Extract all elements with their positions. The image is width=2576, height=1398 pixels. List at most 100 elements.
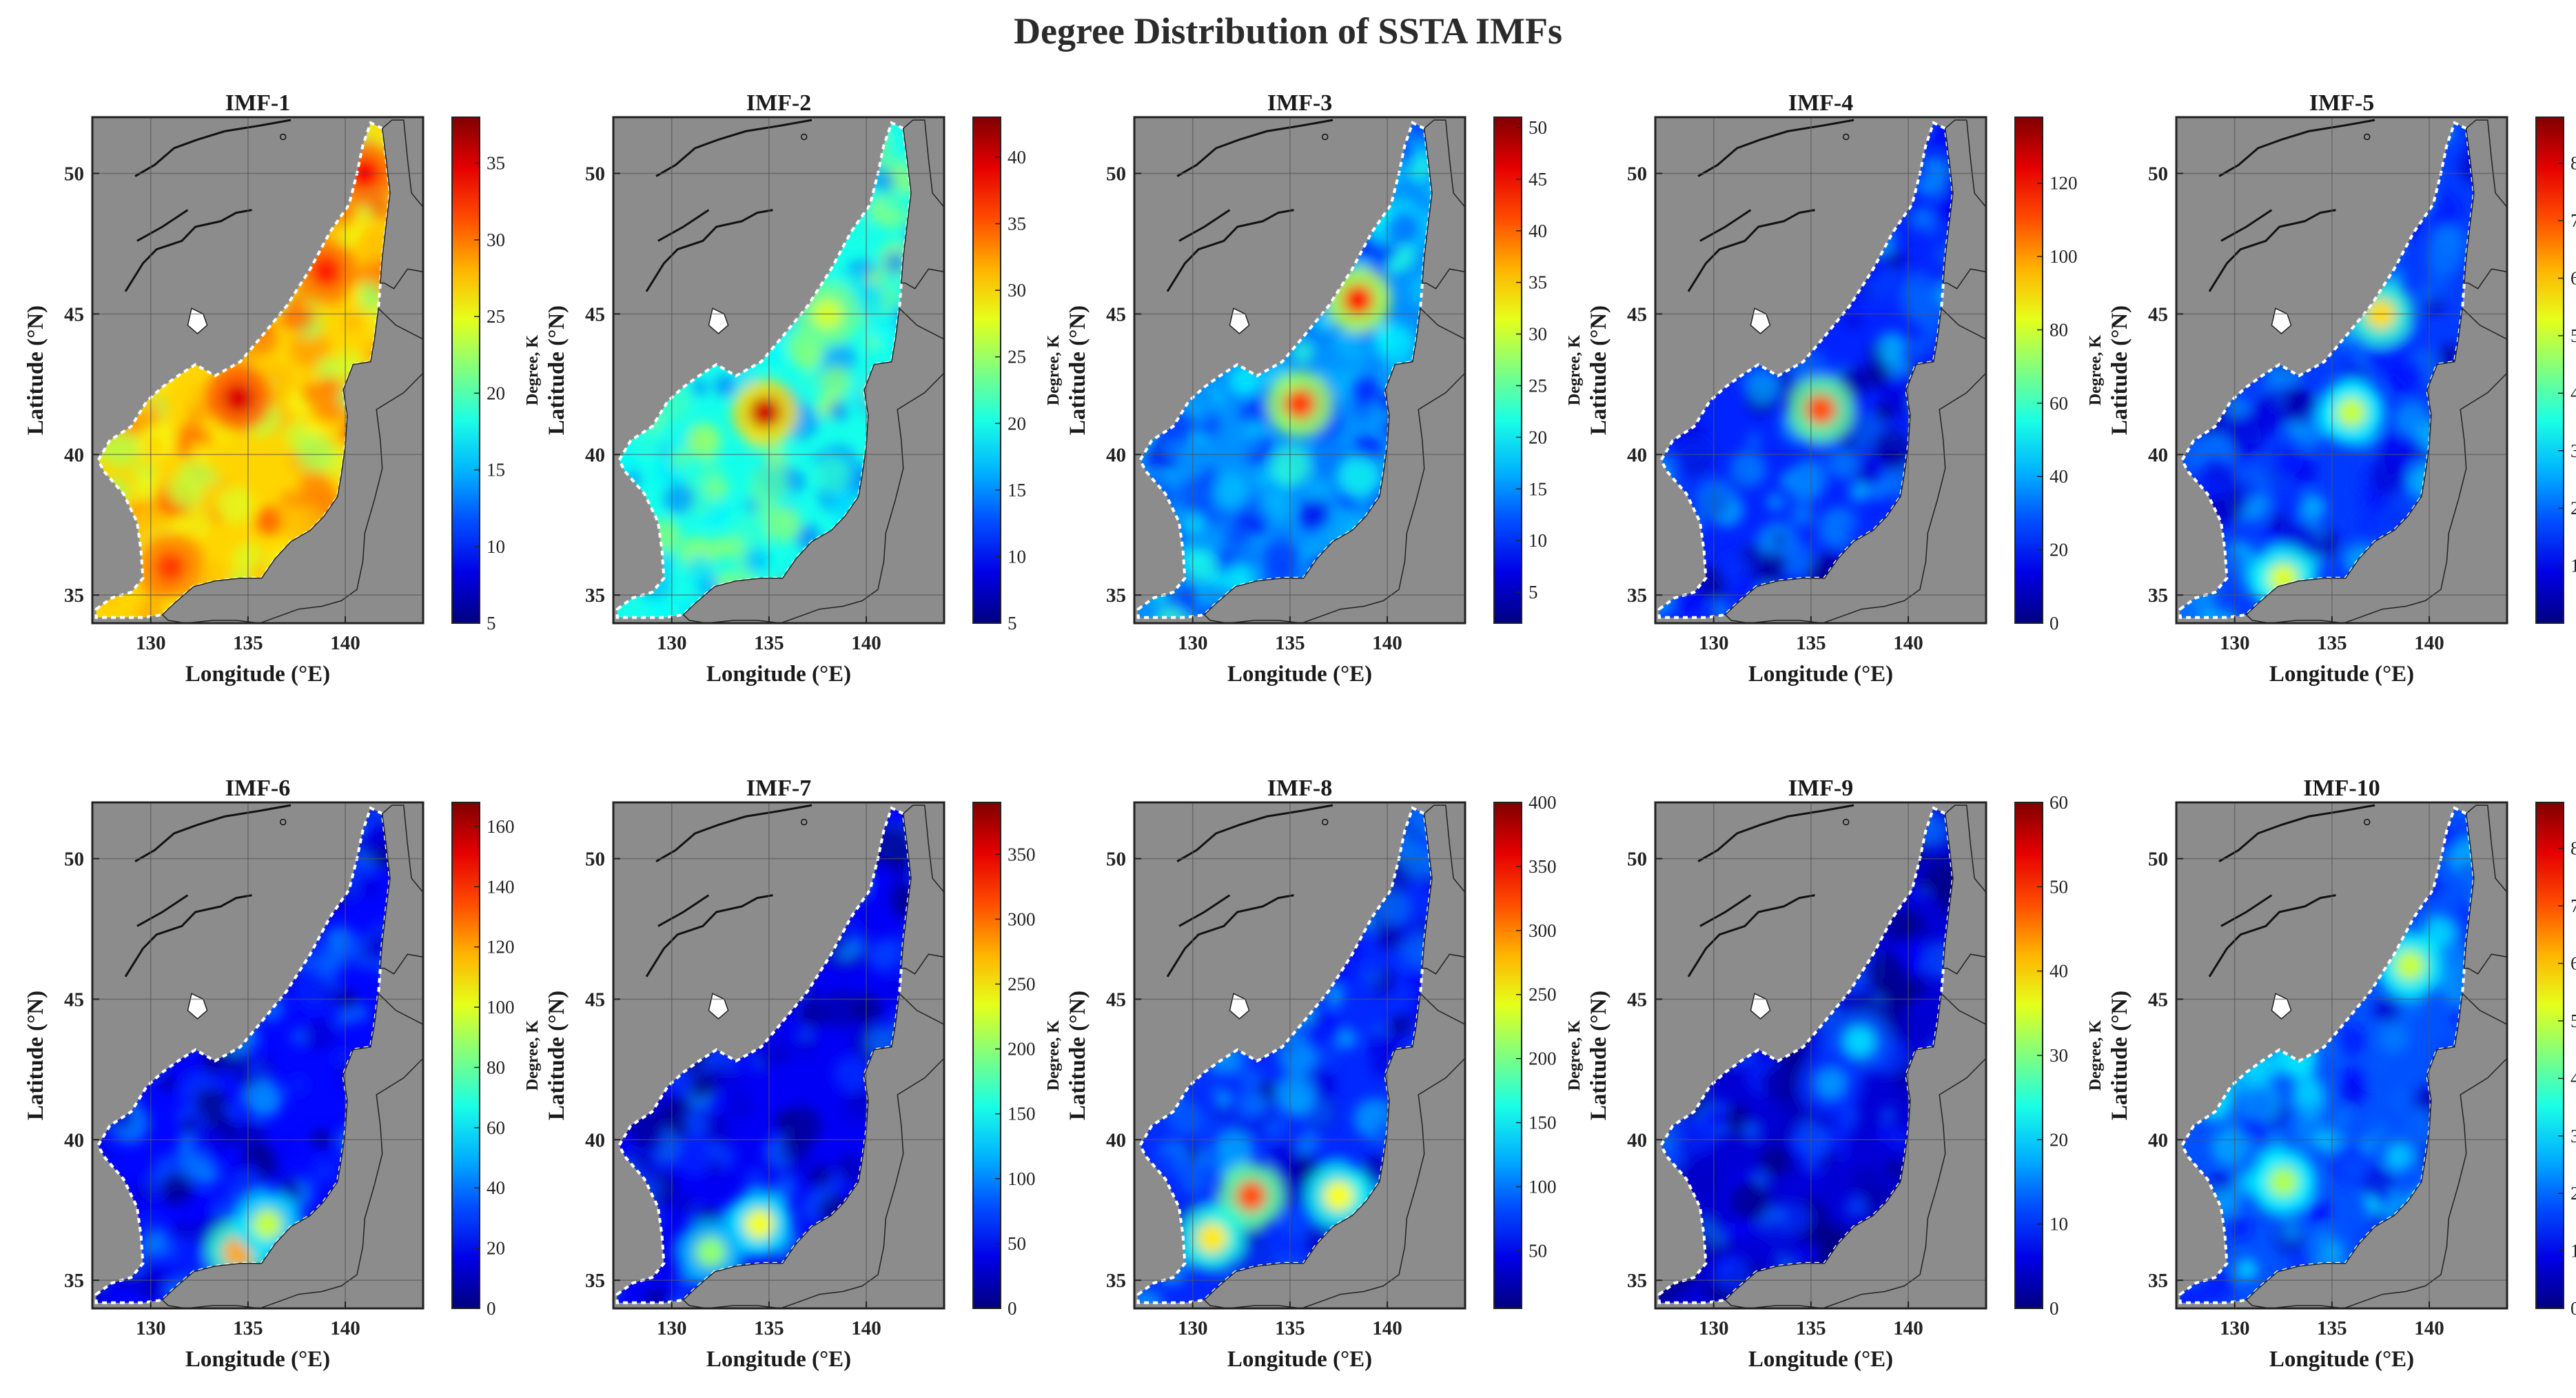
colorbar-tick-label: 40	[487, 1177, 505, 1198]
sea-speckle	[310, 1157, 338, 1184]
colorbar-tick-label: 5	[1008, 613, 1017, 634]
x-axis-label: Longitude (°E)	[706, 662, 851, 687]
y-tick-label: 35	[2148, 585, 2168, 607]
sea-speckle	[1376, 924, 1404, 951]
y-tick-label: 50	[585, 163, 605, 185]
sea-boundary	[2178, 806, 2476, 1304]
colorbar-tick-label: 300	[1008, 909, 1036, 929]
colorbar	[451, 802, 480, 1309]
sea-speckle	[808, 1164, 832, 1188]
hotspot-1	[223, 383, 254, 414]
colorbar-tick-label: 25	[487, 306, 505, 327]
sea-speckle	[1238, 1091, 1265, 1117]
river-line	[2218, 804, 2375, 862]
sea-speckle	[1694, 478, 1736, 520]
sakhalin-landmass	[901, 119, 945, 290]
hotspot-2	[2394, 950, 2425, 981]
river-line	[124, 209, 252, 292]
small-lake	[279, 133, 287, 141]
sea-speckle	[1831, 1114, 1857, 1140]
colorbar-tick-label: 40	[1008, 147, 1026, 168]
sea-speckle	[879, 188, 904, 213]
colorbar-tick-label: 140	[487, 876, 515, 897]
sea-speckle	[728, 1094, 754, 1120]
sea-speckle	[744, 1168, 767, 1191]
x-axis-label: Longitude (°E)	[1748, 1347, 1893, 1372]
colorbar-label: Degree, K	[524, 335, 542, 406]
x-tick-label: 135	[1275, 1317, 1305, 1339]
map-panel-6: 130 135 140 35 40 45 50 IMF-6 Longitude (°E) Lati…	[11, 736, 542, 1398]
sea-speckle	[890, 887, 911, 920]
y-tick-label: 35	[585, 1270, 605, 1292]
sea-speckle	[1258, 1080, 1280, 1102]
sea-speckle	[1866, 952, 1907, 993]
colorbar-tick-label: 40	[2570, 383, 2576, 403]
sea-speckle	[165, 1235, 205, 1275]
sea-speckle	[1167, 1099, 1204, 1135]
sea-speckle	[1755, 1221, 1791, 1256]
sea-speckle	[1897, 936, 1928, 967]
colorbar-tick-label: 50	[2570, 325, 2576, 346]
y-axis-label: Latitude (°N)	[1065, 991, 1090, 1120]
sea-speckle	[1746, 371, 1780, 405]
sea-speckle	[2227, 1215, 2253, 1240]
x-tick-label: 135	[1275, 632, 1305, 654]
sea-speckle	[1845, 1196, 1866, 1217]
sea-speckle	[1759, 1144, 1792, 1177]
hotspot-1	[2268, 1166, 2299, 1197]
map-frame	[91, 116, 425, 625]
sea-speckle	[2355, 511, 2381, 536]
sea-speckle	[1155, 1149, 1179, 1174]
sea-speckle	[355, 874, 382, 902]
map-frame	[1133, 801, 1466, 1310]
colorbar-tick-label: 70	[2570, 210, 2576, 231]
colorbar-label: Degree, K	[1566, 1020, 1584, 1091]
map-frame	[2175, 801, 2508, 1310]
x-tick-label: 140	[2414, 632, 2444, 654]
colorbar-tick-label: 0	[2049, 613, 2059, 634]
sea-speckle	[344, 313, 362, 330]
y-axis-label: Latitude (°N)	[2107, 305, 2132, 435]
sea-speckle	[1853, 460, 1879, 486]
map-frame	[612, 801, 945, 1310]
x-axis-label: Longitude (°E)	[1748, 662, 1893, 687]
hotspot-1	[1806, 394, 1836, 425]
sea-speckle	[2196, 457, 2237, 499]
sea-speckle	[1861, 361, 1889, 389]
sea-speckle	[1729, 450, 1767, 488]
colorbar-tick-label: 10	[1008, 546, 1026, 567]
x-tick-label: 130	[657, 1317, 687, 1339]
colorbar-tick-label: 20	[2049, 1129, 2068, 1150]
colorbar-tick-label: 25	[1008, 347, 1026, 367]
colorbar-tick-label: 60	[2049, 792, 2068, 813]
small-lake	[1842, 818, 1850, 826]
river-line	[1166, 894, 1294, 977]
y-tick-label: 40	[585, 1129, 605, 1151]
x-axis-label: Longitude (°E)	[185, 1347, 330, 1372]
y-tick-label: 40	[2148, 444, 2168, 466]
sea-speckle	[1766, 492, 1785, 511]
sea-speckle	[769, 520, 792, 543]
sea-speckle	[867, 270, 883, 285]
sea-speckle	[2271, 485, 2307, 520]
x-tick-label: 140	[1372, 1317, 1402, 1339]
x-tick-label: 135	[1796, 1317, 1826, 1339]
sea-speckle	[663, 483, 695, 514]
river-line	[134, 804, 292, 862]
sea-speckle	[1335, 329, 1371, 364]
colorbar-tick-label: 30	[2570, 1126, 2576, 1146]
colorbar-tick-label: 0	[2049, 1298, 2059, 1319]
sea-speckle	[289, 328, 329, 368]
sea-speckle	[2426, 243, 2461, 278]
river-line	[2208, 209, 2336, 292]
sea-speckle	[2425, 193, 2461, 229]
y-axis-label: Latitude (°N)	[544, 991, 569, 1120]
colorbar-tick-label: 5	[1529, 582, 1538, 602]
sea-speckle	[1270, 444, 1312, 486]
sea-speckle	[1874, 401, 1895, 423]
x-tick-label: 130	[1699, 632, 1729, 654]
small-lake	[2363, 133, 2371, 141]
sea-speckle	[1790, 503, 1815, 528]
sea-speckle	[155, 1239, 176, 1261]
colorbar-label: Degree, K	[1045, 335, 1063, 406]
